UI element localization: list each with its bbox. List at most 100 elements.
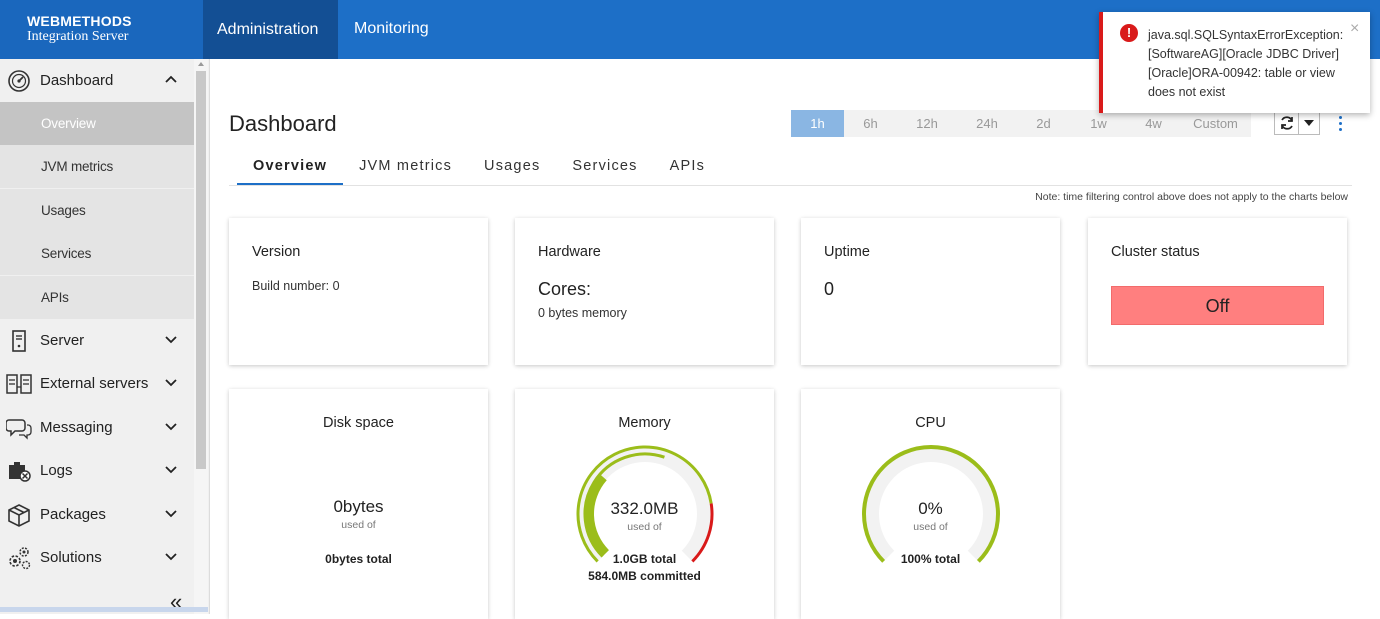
time-filter-1w[interactable]: 1w <box>1090 116 1107 131</box>
sidebar-item-label: Packages <box>40 506 106 523</box>
time-filter-group: 1h 6h 12h 24h 2d 1w 4w Custom <box>791 110 1251 137</box>
cpu-card: CPU 0% used of 100% total <box>801 389 1060 619</box>
sidebar-item-packages[interactable]: Packages <box>0 493 194 536</box>
cpu-used-value: 0% <box>918 499 943 518</box>
time-filter-24h[interactable]: 24h <box>976 116 998 131</box>
version-card: Version Build number: 0 <box>229 218 488 365</box>
cpu-gauge-scale <box>862 445 1000 563</box>
chevron-down-icon[interactable] <box>164 419 178 433</box>
brand-line-2: Integration Server <box>27 29 129 44</box>
memory-total: 1.0GB total <box>612 552 677 566</box>
sidebar-subitem-overview[interactable]: Overview <box>0 102 194 145</box>
sidebar-subitem-apis[interactable]: APIs <box>0 276 194 319</box>
memory-used-value: 332.0MB <box>610 499 679 518</box>
memory-card: Memory 332.0MB used of 1.0GB total 584.0… <box>515 389 774 619</box>
card-title: Version <box>252 244 301 260</box>
time-filter-12h[interactable]: 12h <box>916 116 938 131</box>
solutions-icon <box>6 545 32 571</box>
tab-services[interactable]: Services <box>572 158 638 174</box>
refresh-interval-dropdown[interactable] <box>1298 110 1320 135</box>
disk-space-card: Disk space 0bytes used of 0bytes total <box>229 389 488 619</box>
chevron-down-icon[interactable] <box>164 506 178 520</box>
sidebar-scrollbar[interactable] <box>194 59 208 614</box>
sidebar-item-logs[interactable]: Logs <box>0 449 194 492</box>
sidebar-item-messaging[interactable]: Messaging <box>0 406 194 449</box>
chevron-down-icon[interactable] <box>164 375 178 389</box>
disk-used-value: 0bytes <box>333 497 384 516</box>
close-icon[interactable]: × <box>1350 20 1360 37</box>
time-filter-4w[interactable]: 4w <box>1145 116 1162 131</box>
chevron-down-icon[interactable] <box>164 549 178 563</box>
external-servers-icon <box>6 371 32 397</box>
sidebar-item-solutions[interactable]: Solutions <box>0 536 194 579</box>
messaging-icon <box>6 415 32 441</box>
brand-logo: WEBMETHODS Integration Server <box>0 0 203 59</box>
time-filter-2d[interactable]: 2d <box>1036 116 1051 131</box>
hardware-card: Hardware Cores: 0 bytes memory <box>515 218 774 365</box>
cpu-used-of-label: used of <box>913 521 948 533</box>
build-number: Build number: 0 <box>252 279 340 293</box>
cluster-status-card: Cluster status Off <box>1088 218 1347 365</box>
card-title: Uptime <box>824 244 870 260</box>
sidebar-item-label: Logs <box>40 462 73 479</box>
tab-jvm-metrics[interactable]: JVM metrics <box>359 158 453 174</box>
card-title: CPU <box>915 415 946 431</box>
sidebar-bottom-bar <box>0 607 208 612</box>
uptime-card: Uptime 0 <box>801 218 1060 365</box>
memory-gauge-used-arc <box>584 473 610 558</box>
refresh-button[interactable] <box>1274 110 1298 135</box>
time-filter-1h[interactable]: 1h <box>791 110 844 137</box>
sidebar-item-label: Dashboard <box>40 72 114 89</box>
sidebar-subitem-services[interactable]: Services <box>0 232 194 275</box>
cpu-total: 100% total <box>900 552 961 566</box>
tabs-divider <box>229 185 1352 186</box>
sidebar: Dashboard Overview JVM metrics Usages Se… <box>0 59 210 614</box>
chevron-up-icon[interactable] <box>164 72 178 86</box>
time-filter-note: Note: time filtering control above does … <box>1035 191 1348 203</box>
sidebar-subitem-jvm-metrics[interactable]: JVM metrics <box>0 145 194 188</box>
card-title: Disk space <box>323 415 394 431</box>
more-options-icon[interactable] <box>1334 114 1346 132</box>
tab-monitoring[interactable]: Monitoring <box>354 20 429 37</box>
time-filter-custom[interactable]: Custom <box>1193 116 1238 131</box>
error-toast: ! java.sql.SQLSyntaxErrorException: [Sof… <box>1099 12 1370 113</box>
sidebar-subitem-usages[interactable]: Usages <box>0 189 194 232</box>
sidebar-item-server[interactable]: Server <box>0 319 194 362</box>
uptime-value: 0 <box>824 279 835 299</box>
tab-apis[interactable]: APIs <box>669 158 706 174</box>
error-message: java.sql.SQLSyntaxErrorException: [Softw… <box>1148 28 1344 99</box>
dashboard-gauge-icon <box>6 68 32 94</box>
scroll-up-arrow-icon[interactable] <box>198 62 204 66</box>
cluster-status-badge: Off <box>1111 286 1324 325</box>
chevron-down-icon[interactable] <box>164 462 178 476</box>
memory-gauge-scale-warning <box>691 503 714 563</box>
tab-usages[interactable]: Usages <box>484 158 541 174</box>
chevron-down-icon[interactable] <box>164 332 178 346</box>
error-icon: ! <box>1120 24 1138 42</box>
memory-used-of-label: used of <box>627 521 662 533</box>
sidebar-item-external-servers[interactable]: External servers <box>0 362 194 405</box>
sidebar-item-label: Server <box>40 332 85 349</box>
cores-value: Cores: <box>538 279 592 299</box>
sidebar-item-label: Messaging <box>40 419 113 436</box>
memory-gauge <box>576 445 714 563</box>
package-icon <box>6 502 32 528</box>
tab-administration[interactable]: Administration <box>203 0 338 59</box>
sidebar-item-dashboard[interactable]: Dashboard <box>0 59 194 102</box>
memory-amount: 0 bytes memory <box>538 306 627 320</box>
sidebar-item-label: Solutions <box>40 549 102 566</box>
brand-line-1: WEBMETHODS <box>27 13 132 29</box>
time-filter-6h[interactable]: 6h <box>863 116 878 131</box>
tab-overview[interactable]: Overview <box>237 151 344 185</box>
main-content: Dashboard 1h 6h 12h 24h 2d 1w 4w Custom … <box>210 59 1380 619</box>
card-title: Cluster status <box>1111 244 1200 260</box>
cpu-gauge-track <box>863 446 999 563</box>
disk-used-of-label: used of <box>341 519 376 531</box>
memory-gauge-scale-ok <box>576 445 713 563</box>
server-icon <box>6 328 32 354</box>
cpu-gauge <box>862 445 1000 563</box>
card-title: Hardware <box>538 244 601 260</box>
scrollbar-thumb[interactable] <box>196 71 206 469</box>
sidebar-item-label: External servers <box>40 375 149 392</box>
page-title: Dashboard <box>229 111 337 136</box>
